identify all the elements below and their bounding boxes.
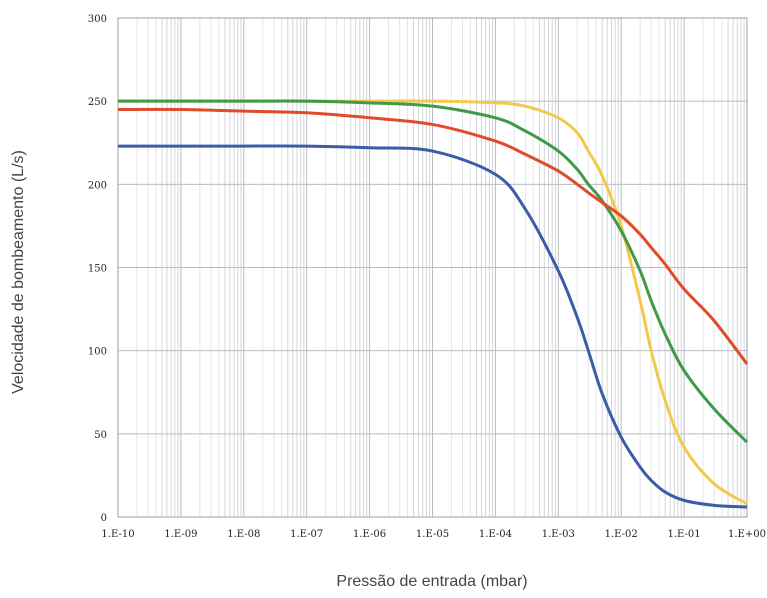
x-tick-label: 1.E-07 [290, 529, 323, 540]
series-line-2 [117, 99, 749, 444]
x-axis-title: Pressão de entrada (mbar) [336, 573, 527, 590]
y-tick-label: 150 [88, 264, 107, 275]
x-tick-label: 1.E-01 [668, 529, 701, 540]
x-tick-label: 1.E-08 [227, 529, 260, 540]
y-tick-label: 0 [101, 513, 107, 524]
plot-frame [117, 17, 748, 518]
series-line-3 [117, 107, 749, 365]
series-line-4 [118, 144, 748, 509]
x-tick-label: 1.E-05 [416, 529, 449, 540]
y-tick-label: 100 [88, 347, 107, 358]
y-tick-label: 300 [88, 14, 107, 25]
x-tick-label: 1.E-04 [479, 529, 512, 540]
x-tick-label: 1.E-02 [605, 529, 638, 540]
x-tick-label: 1.E-09 [164, 529, 197, 540]
series-group [117, 99, 749, 509]
y-tick-label: 200 [88, 180, 107, 191]
y-tick-label: 50 [94, 430, 107, 441]
y-tick-label: 250 [88, 97, 107, 108]
x-tick-label: 1.E+00 [728, 529, 766, 540]
y-tick-labels: 0 50 100 150 200 250 300 [88, 14, 107, 524]
x-tick-labels: 1.E-10 1.E-09 1.E-08 1.E-07 1.E-06 1.E-05 1.E-… [101, 529, 766, 540]
x-tick-label: 1.E-10 [101, 529, 134, 540]
x-tick-label: 1.E-03 [542, 529, 575, 540]
y-axis-title: Velocidade de bombeamento (L/s) [10, 150, 27, 394]
x-tick-label: 1.E-06 [353, 529, 386, 540]
